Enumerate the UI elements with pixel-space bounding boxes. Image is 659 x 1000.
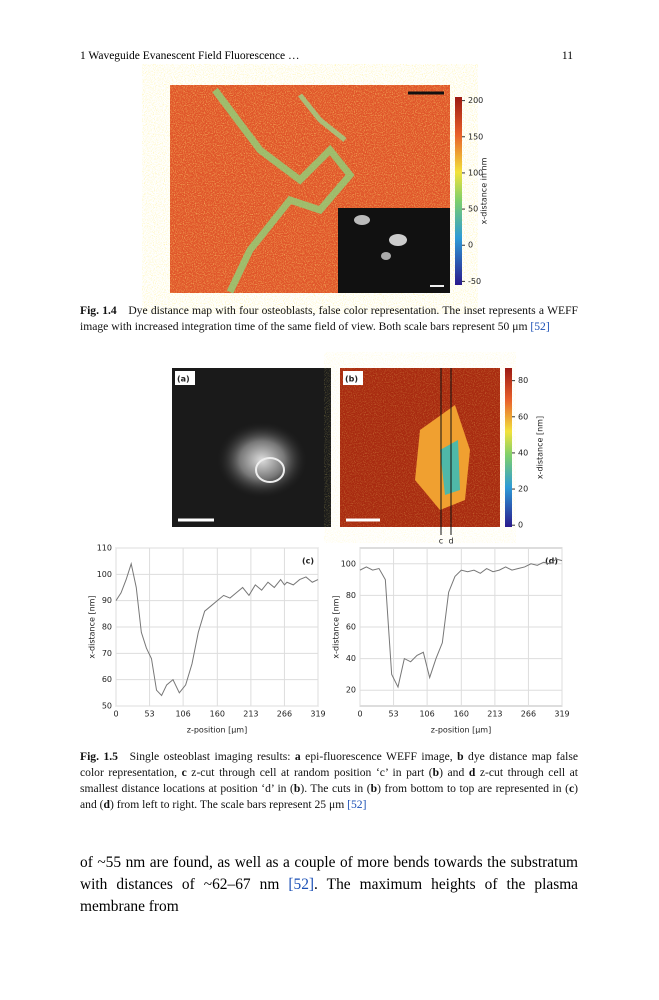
running-head: 1 Waveguide Evanescent Field Fluorescenc… — [80, 50, 300, 62]
x-tick-label: 53 — [388, 710, 398, 719]
colorbar-label: x-distance [nm] — [536, 416, 545, 479]
x-tick-label: 0 — [357, 710, 362, 719]
figure-1-5-images — [172, 368, 500, 535]
y-tick-label: 100 — [341, 559, 356, 568]
caption-text: a — [294, 750, 301, 763]
x-axis-label: z-position [µm] — [187, 726, 247, 735]
caption-text: dye distance map false color representat… — [80, 750, 579, 779]
caption-text: b — [370, 782, 378, 795]
colorbar — [505, 368, 512, 527]
colorbar-tick-label: 150 — [468, 132, 483, 141]
caption-text: ) from bottom to top are represented in … — [377, 782, 569, 795]
y-tick-label: 90 — [102, 596, 112, 605]
panel-label: (b) — [345, 375, 358, 384]
citation[interactable]: [52] — [288, 876, 315, 893]
y-axis-label: x-distance [nm] — [88, 595, 97, 658]
panel-label-box — [343, 371, 363, 385]
caption-text: ) and ( — [80, 782, 578, 811]
colorbar-label: x-distance in nm — [480, 157, 489, 224]
x-tick-label: 106 — [419, 710, 434, 719]
colorbar-tick-label: 60 — [518, 412, 528, 421]
caption-text: d — [468, 766, 476, 779]
x-tick-label: 266 — [277, 710, 292, 719]
y-tick-label: 80 — [102, 623, 112, 632]
caption-text: ) and — [439, 766, 469, 779]
x-tick-label: 319 — [310, 710, 325, 719]
y-tick-label: 70 — [102, 649, 112, 658]
y-tick-label: 20 — [346, 686, 356, 695]
cut-label: d — [448, 537, 453, 546]
colorbar-tick-label: 200 — [468, 96, 483, 105]
caption-text: ). The cuts in ( — [300, 782, 371, 795]
x-tick-label: 319 — [554, 710, 569, 719]
caption-text: b — [293, 782, 301, 795]
colorbar-tick-label: 50 — [468, 205, 478, 214]
caption-text: b — [432, 766, 440, 779]
panel-label-box — [175, 371, 195, 385]
panel-label: (c) — [302, 557, 314, 566]
profile-line — [115, 561, 319, 697]
caption-text: epi-fluorescence WEFF image, — [300, 750, 458, 763]
colorbar-tick-label: 20 — [518, 485, 528, 494]
caption-text: b — [457, 750, 464, 763]
y-tick-label: 60 — [102, 675, 112, 684]
colorbar — [455, 97, 462, 285]
y-tick-label: 80 — [346, 591, 356, 600]
colorbar-tick-label: 40 — [518, 448, 528, 457]
x-tick-label: 213 — [487, 710, 502, 719]
x-tick-label: 213 — [243, 710, 258, 719]
citation[interactable]: [52] — [347, 798, 367, 811]
caption: Fig. 1.4 Dye distance map with four oste… — [80, 303, 578, 335]
y-tick-label: 40 — [346, 654, 356, 663]
x-tick-label: 106 — [175, 710, 190, 719]
colorbar-tick-label: 0 — [468, 241, 473, 250]
x-tick-label: 53 — [144, 710, 154, 719]
panel-label: (a) — [177, 375, 190, 384]
cut-label: c — [439, 537, 443, 546]
caption: Fig. 1.5 Single osteoblast imaging resul… — [80, 749, 578, 813]
caption-label: Fig. 1.4 — [80, 304, 117, 317]
colorbar-tick-label: 100 — [468, 168, 483, 177]
citation[interactable]: [52] — [530, 320, 550, 333]
panel-label: (d) — [545, 557, 558, 566]
colorbar-tick-label: 80 — [518, 376, 528, 385]
figure-1-4-image — [170, 85, 450, 294]
page-number: 11 — [561, 50, 573, 62]
caption-text: c — [181, 766, 187, 779]
caption-text: Single osteoblast imaging results: — [129, 750, 295, 763]
profile-line — [359, 558, 563, 689]
caption-text: . The maximum heights of the plasma memb… — [80, 876, 579, 915]
caption-text: c — [568, 782, 575, 795]
x-tick-label: 0 — [113, 710, 118, 719]
y-tick-label: 100 — [97, 570, 112, 579]
caption-text: z-cut through cell at smallest distance … — [80, 766, 578, 795]
y-axis-label: x-distance [nm] — [332, 595, 341, 658]
caption-text: of ~55 nm are found, as well as a couple… — [80, 854, 578, 893]
x-tick-label: 160 — [210, 710, 225, 719]
body-text: of ~55 nm are found, as well as a couple… — [80, 852, 578, 918]
x-tick-label: 266 — [521, 710, 536, 719]
y-tick-label: 50 — [102, 702, 112, 711]
x-axis-label: z-position [µm] — [431, 726, 491, 735]
caption-text: Dye distance map with four osteoblasts, … — [80, 304, 578, 333]
caption-text: d — [103, 798, 110, 811]
x-tick-label: 160 — [454, 710, 469, 719]
colorbar-tick-label: 0 — [518, 521, 523, 530]
y-tick-label: 60 — [346, 623, 356, 632]
colorbar-tick-label: -50 — [468, 277, 481, 286]
caption-text: z-cut through cell at random position ‘c… — [186, 766, 433, 779]
caption-label: Fig. 1.5 — [80, 750, 118, 763]
y-tick-label: 110 — [97, 544, 112, 553]
caption-text: ) from left to right. The scale bars rep… — [109, 798, 348, 811]
